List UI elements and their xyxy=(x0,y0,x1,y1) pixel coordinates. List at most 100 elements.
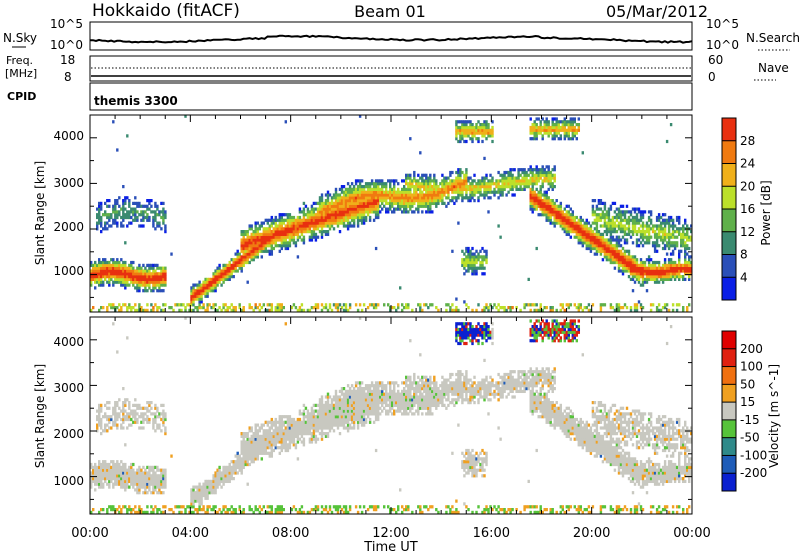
power-cell xyxy=(505,185,508,189)
power-cell xyxy=(465,187,468,192)
power-cell xyxy=(567,128,571,132)
power-cell xyxy=(485,190,488,194)
power-cell xyxy=(389,182,392,186)
power-cell xyxy=(268,308,272,313)
velocity-cell xyxy=(104,415,107,419)
velocity-cell xyxy=(254,446,257,450)
power-cell xyxy=(122,283,125,287)
power-cell xyxy=(172,308,175,313)
velocity-cell xyxy=(202,482,205,486)
power-cell xyxy=(116,210,119,214)
power-cell xyxy=(669,269,673,273)
power-cell xyxy=(423,196,426,200)
velocity-cell xyxy=(146,510,149,515)
power-cell xyxy=(344,204,348,208)
power-cell xyxy=(653,260,657,265)
power-cell xyxy=(142,283,145,287)
power-cell xyxy=(649,269,653,273)
power-cell xyxy=(338,230,342,234)
power-cell xyxy=(591,241,595,245)
velocity-cell xyxy=(242,440,245,444)
power-cell xyxy=(389,187,392,192)
power-cell xyxy=(481,263,484,268)
power-cell xyxy=(463,258,466,262)
velocity-cell xyxy=(100,409,103,413)
power-cell xyxy=(483,306,486,310)
power-cell xyxy=(415,179,418,183)
power-cell xyxy=(431,199,434,203)
power-cell xyxy=(477,182,480,186)
power-cell xyxy=(471,255,474,259)
velocity-cell xyxy=(256,451,260,455)
power-cell xyxy=(421,201,424,206)
power-cell xyxy=(655,238,659,242)
velocity-cell xyxy=(160,474,163,478)
velocity-cell xyxy=(208,485,211,489)
power-cell xyxy=(240,258,243,262)
power-cell xyxy=(633,306,637,310)
power-cell xyxy=(278,308,282,313)
power-cell xyxy=(539,306,542,310)
power-cell xyxy=(352,213,356,217)
power-cell xyxy=(471,123,474,127)
power-cell xyxy=(270,244,274,248)
power-cell xyxy=(276,235,280,239)
velocity-cell xyxy=(144,468,147,472)
power-cell xyxy=(481,179,484,183)
power-cell xyxy=(120,269,123,273)
power-cell xyxy=(344,201,348,206)
power-cell xyxy=(527,182,530,186)
power-cell xyxy=(573,128,577,132)
power-cell xyxy=(270,235,274,239)
velocity-cell xyxy=(136,482,139,486)
power-cell xyxy=(206,294,209,298)
power-cell xyxy=(507,182,510,186)
power-cell xyxy=(615,207,619,211)
power-cell xyxy=(525,176,528,180)
power-cell xyxy=(206,280,209,284)
velocity-cell xyxy=(256,457,260,461)
power-cell xyxy=(370,196,374,200)
power-cell xyxy=(342,218,346,222)
velocity-cell xyxy=(106,468,109,472)
power-cell xyxy=(655,235,659,239)
power-cell xyxy=(643,272,647,276)
power-cell xyxy=(609,244,613,248)
power-cell xyxy=(525,179,528,183)
velocity-cell xyxy=(114,477,117,481)
power-cell xyxy=(190,297,193,301)
power-cell xyxy=(547,123,550,127)
velocity-cell xyxy=(240,443,243,447)
power-cell xyxy=(663,238,667,242)
velocity-cell xyxy=(222,474,225,478)
velocity-cell xyxy=(106,477,109,481)
power-cell xyxy=(671,260,675,265)
power-cell xyxy=(248,255,251,259)
power-cell xyxy=(429,303,432,307)
velocity-cell xyxy=(226,479,229,484)
power-cell xyxy=(623,263,627,268)
power-cell xyxy=(461,123,464,127)
power-cell xyxy=(320,227,324,231)
velocity-cell xyxy=(244,446,247,450)
power-cell xyxy=(411,204,414,208)
power-cell xyxy=(407,201,410,206)
power-cell xyxy=(587,221,591,225)
velocity-cell xyxy=(200,496,203,500)
power-cell xyxy=(599,232,603,237)
power-cell xyxy=(409,187,412,192)
power-cell xyxy=(138,277,141,282)
velocity-cell xyxy=(202,488,205,492)
power-cell xyxy=(639,210,643,214)
power-cell xyxy=(529,303,532,307)
power-cell xyxy=(364,210,368,214)
power-cell xyxy=(569,120,573,124)
power-cell xyxy=(663,263,667,268)
velocity-cell xyxy=(132,477,135,481)
power-cell xyxy=(451,182,454,186)
velocity-cell xyxy=(114,423,117,427)
power-cell xyxy=(138,204,141,208)
power-cell xyxy=(324,215,328,220)
power-cell xyxy=(100,224,103,228)
